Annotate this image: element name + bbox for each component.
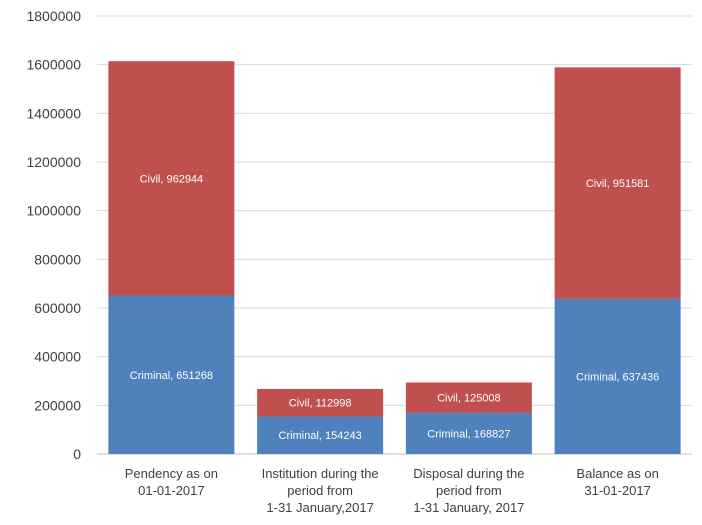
x-axis-category-labels: Pendency as on 01-01-2017 Institution duri… (125, 466, 659, 515)
x-category-label: Disposal during the (413, 466, 524, 481)
data-label-civil-3: Civil, 951581 (586, 178, 650, 190)
data-label-criminal-3: Criminal, 637436 (576, 371, 659, 383)
data-label-criminal-2: Criminal, 168827 (427, 428, 510, 440)
bars (108, 61, 680, 454)
x-category-label: 31-01-2017 (584, 483, 651, 498)
y-tick-label: 1200000 (26, 154, 81, 170)
y-tick-label: 0 (73, 446, 81, 462)
data-label-criminal-1: Criminal, 154243 (279, 430, 362, 442)
y-tick-label: 1600000 (26, 57, 81, 73)
y-axis-tick-labels: 0 200000 400000 600000 800000 1000000 1200000 1… (26, 8, 81, 462)
x-category-label: period from (287, 483, 353, 498)
y-tick-label: 800000 (34, 251, 81, 267)
x-category-label: period from (436, 483, 502, 498)
data-label-civil-0: Civil, 962944 (140, 173, 204, 185)
x-category-label: Pendency as on (125, 466, 218, 481)
x-category-label: 01-01-2017 (138, 483, 205, 498)
y-tick-label: 200000 (34, 397, 81, 413)
data-label-civil-2: Civil, 125008 (437, 393, 501, 405)
y-tick-label: 1000000 (26, 203, 81, 219)
x-category-label: 1-31 January,2017 (266, 500, 373, 515)
x-category-label: 1-31 January, 2017 (413, 500, 524, 515)
data-label-criminal-0: Criminal, 651268 (130, 370, 213, 382)
y-tick-label: 1800000 (26, 8, 81, 24)
y-tick-label: 400000 (34, 349, 81, 365)
data-label-civil-1: Civil, 112998 (289, 398, 352, 410)
y-tick-label: 1400000 (26, 105, 81, 121)
y-tick-label: 600000 (34, 300, 81, 316)
x-category-label: Institution during the (262, 466, 379, 481)
x-category-label: Balance as on (576, 466, 658, 481)
